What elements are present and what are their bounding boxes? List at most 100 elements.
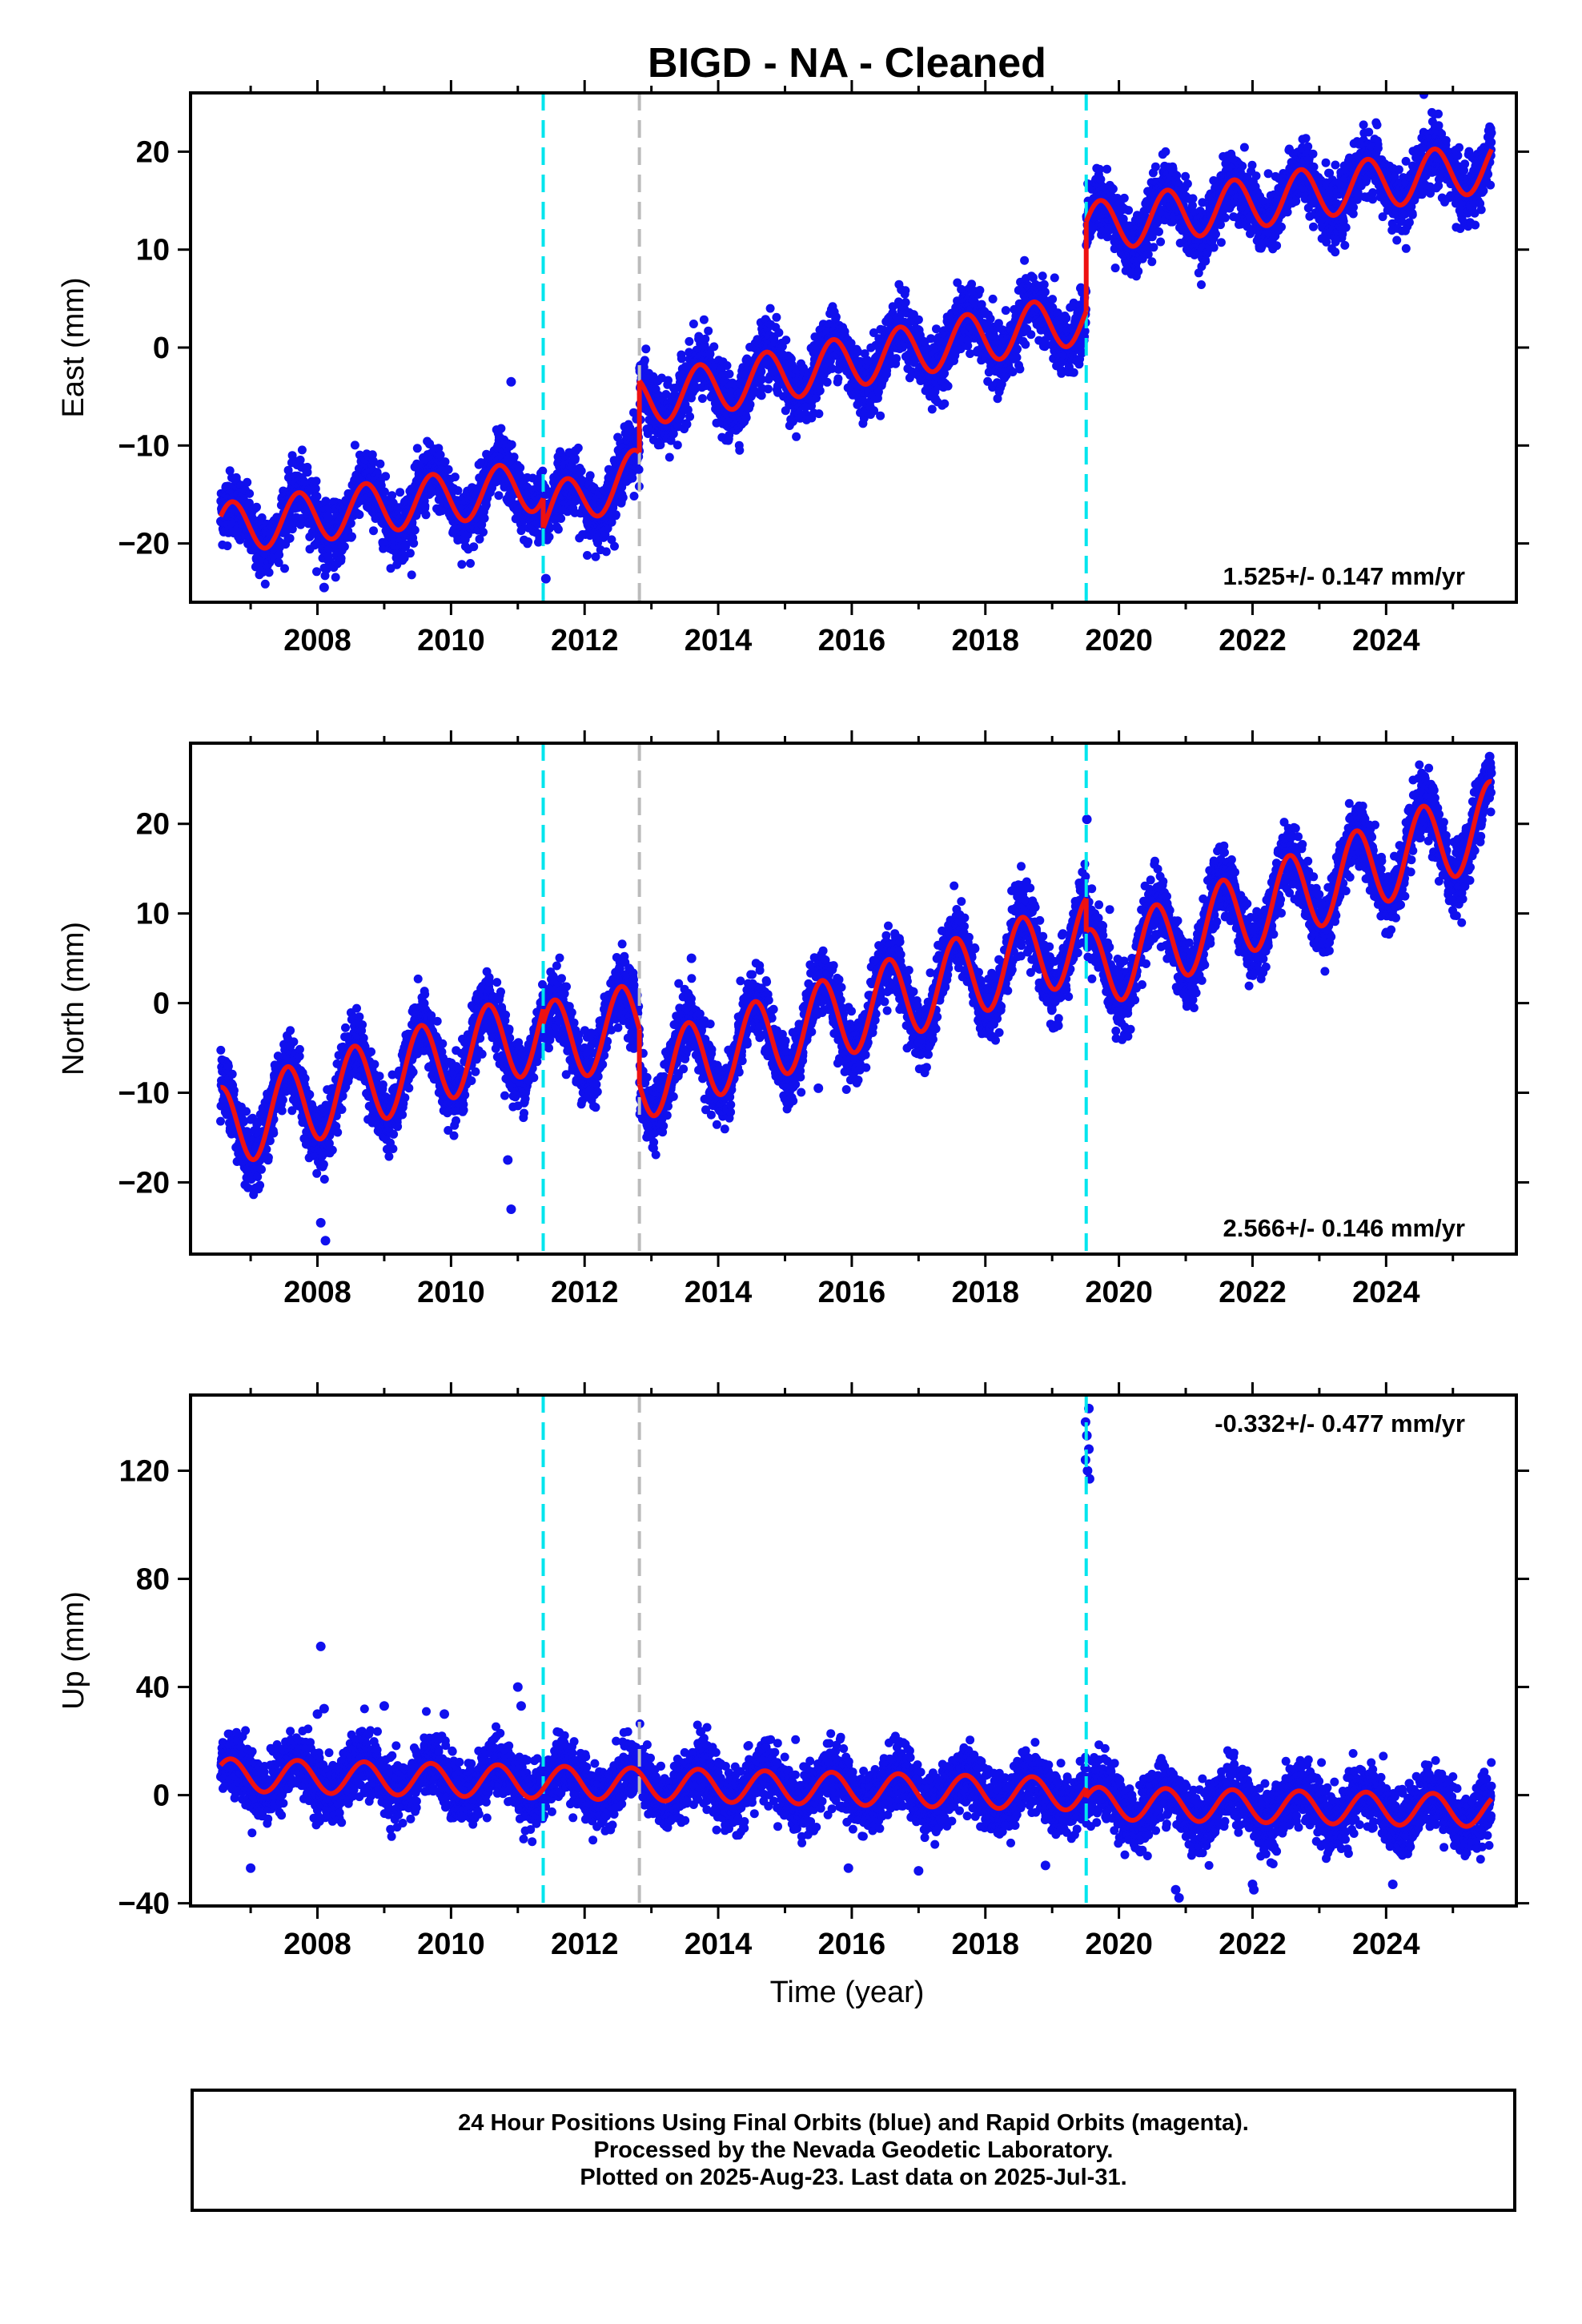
- data-point: [331, 573, 340, 582]
- data-point: [496, 424, 506, 433]
- data-point: [1069, 368, 1078, 377]
- data-point: [450, 472, 460, 482]
- data-point: [297, 445, 307, 455]
- data-point: [1012, 352, 1022, 362]
- data-point: [1020, 255, 1030, 265]
- data-point: [1015, 364, 1025, 374]
- data-point: [901, 298, 910, 308]
- data-point: [1038, 271, 1047, 281]
- data-point: [379, 487, 389, 497]
- data-point: [611, 510, 620, 520]
- data-point: [792, 432, 801, 441]
- data-point: [1048, 295, 1058, 304]
- data-point: [400, 553, 409, 563]
- data-point: [280, 564, 289, 573]
- data-point: [375, 459, 385, 468]
- data-point: [544, 532, 554, 541]
- data-point: [225, 466, 235, 476]
- data-point: [420, 501, 430, 511]
- data-point: [440, 457, 450, 467]
- data-point: [876, 411, 885, 420]
- data-point: [556, 514, 566, 523]
- data-point: [576, 466, 586, 476]
- data-point: [583, 551, 592, 560]
- data-point: [1013, 344, 1022, 354]
- data-point: [763, 384, 773, 394]
- data-point: [1001, 306, 1010, 316]
- data-point: [553, 525, 563, 534]
- data-point: [601, 547, 611, 557]
- data-point: [927, 404, 937, 414]
- data-point: [444, 464, 453, 474]
- data-point: [1102, 164, 1112, 174]
- data-point: [509, 452, 519, 462]
- data-point: [772, 312, 781, 322]
- data-point: [409, 538, 419, 548]
- data-point: [1062, 313, 1071, 323]
- data-point: [295, 455, 305, 464]
- data-point: [943, 381, 953, 391]
- data-point: [412, 444, 422, 453]
- panels: 2008 2010 2012 2014 2016 2018 2020 2022 2024−20−…: [57, 80, 1529, 1961]
- data-point: [387, 491, 397, 501]
- data-point: [336, 553, 346, 563]
- data-point: [585, 471, 595, 480]
- data-point: [275, 550, 284, 560]
- data-point: [677, 354, 686, 364]
- data-point: [1026, 330, 1036, 340]
- data-point: [1040, 287, 1050, 297]
- data-point: [1108, 184, 1118, 194]
- data-point: [741, 413, 751, 422]
- data-point: [436, 450, 445, 460]
- data-point: [466, 559, 475, 568]
- data-point: [252, 502, 261, 512]
- data-point: [901, 286, 910, 296]
- data-point: [940, 399, 950, 408]
- data-point: [975, 286, 985, 295]
- data-point: [556, 447, 564, 456]
- data-point: [481, 501, 491, 510]
- data-point: [833, 374, 843, 384]
- data-point: [368, 456, 378, 466]
- data-point: [704, 326, 713, 336]
- data-point: [339, 542, 349, 552]
- data-point: [745, 400, 755, 409]
- data-point: [401, 540, 411, 549]
- data-point: [765, 304, 775, 313]
- data-point: [986, 314, 995, 324]
- data-point: [407, 570, 416, 580]
- data-point: [774, 328, 784, 337]
- data-point: [355, 510, 364, 520]
- data-point: [682, 420, 692, 429]
- data-point: [283, 465, 293, 475]
- data-point: [665, 452, 674, 462]
- data-point: [538, 466, 548, 476]
- data-point: [701, 334, 710, 344]
- data-point: [260, 579, 270, 589]
- data-point: [311, 476, 321, 486]
- data-point: [396, 488, 405, 497]
- data-point: [629, 492, 639, 501]
- data-point: [913, 315, 923, 324]
- data-point: [685, 336, 694, 346]
- data-point: [434, 444, 444, 453]
- data-point: [831, 312, 841, 322]
- data-point: [346, 519, 355, 528]
- data-point: [457, 560, 467, 569]
- data-point: [312, 567, 321, 577]
- data-point: [381, 472, 391, 481]
- data-point: [1119, 193, 1129, 203]
- data-point: [573, 443, 583, 452]
- data-point: [892, 354, 901, 364]
- data-point: [1050, 273, 1059, 283]
- data-point: [689, 320, 698, 328]
- data-point: [303, 468, 312, 477]
- data-point: [421, 510, 431, 520]
- data-point: [410, 525, 420, 535]
- data-point: [618, 493, 628, 502]
- data-point: [757, 367, 766, 376]
- data-point: [296, 520, 306, 529]
- data-point: [697, 394, 707, 404]
- data-point: [640, 356, 649, 365]
